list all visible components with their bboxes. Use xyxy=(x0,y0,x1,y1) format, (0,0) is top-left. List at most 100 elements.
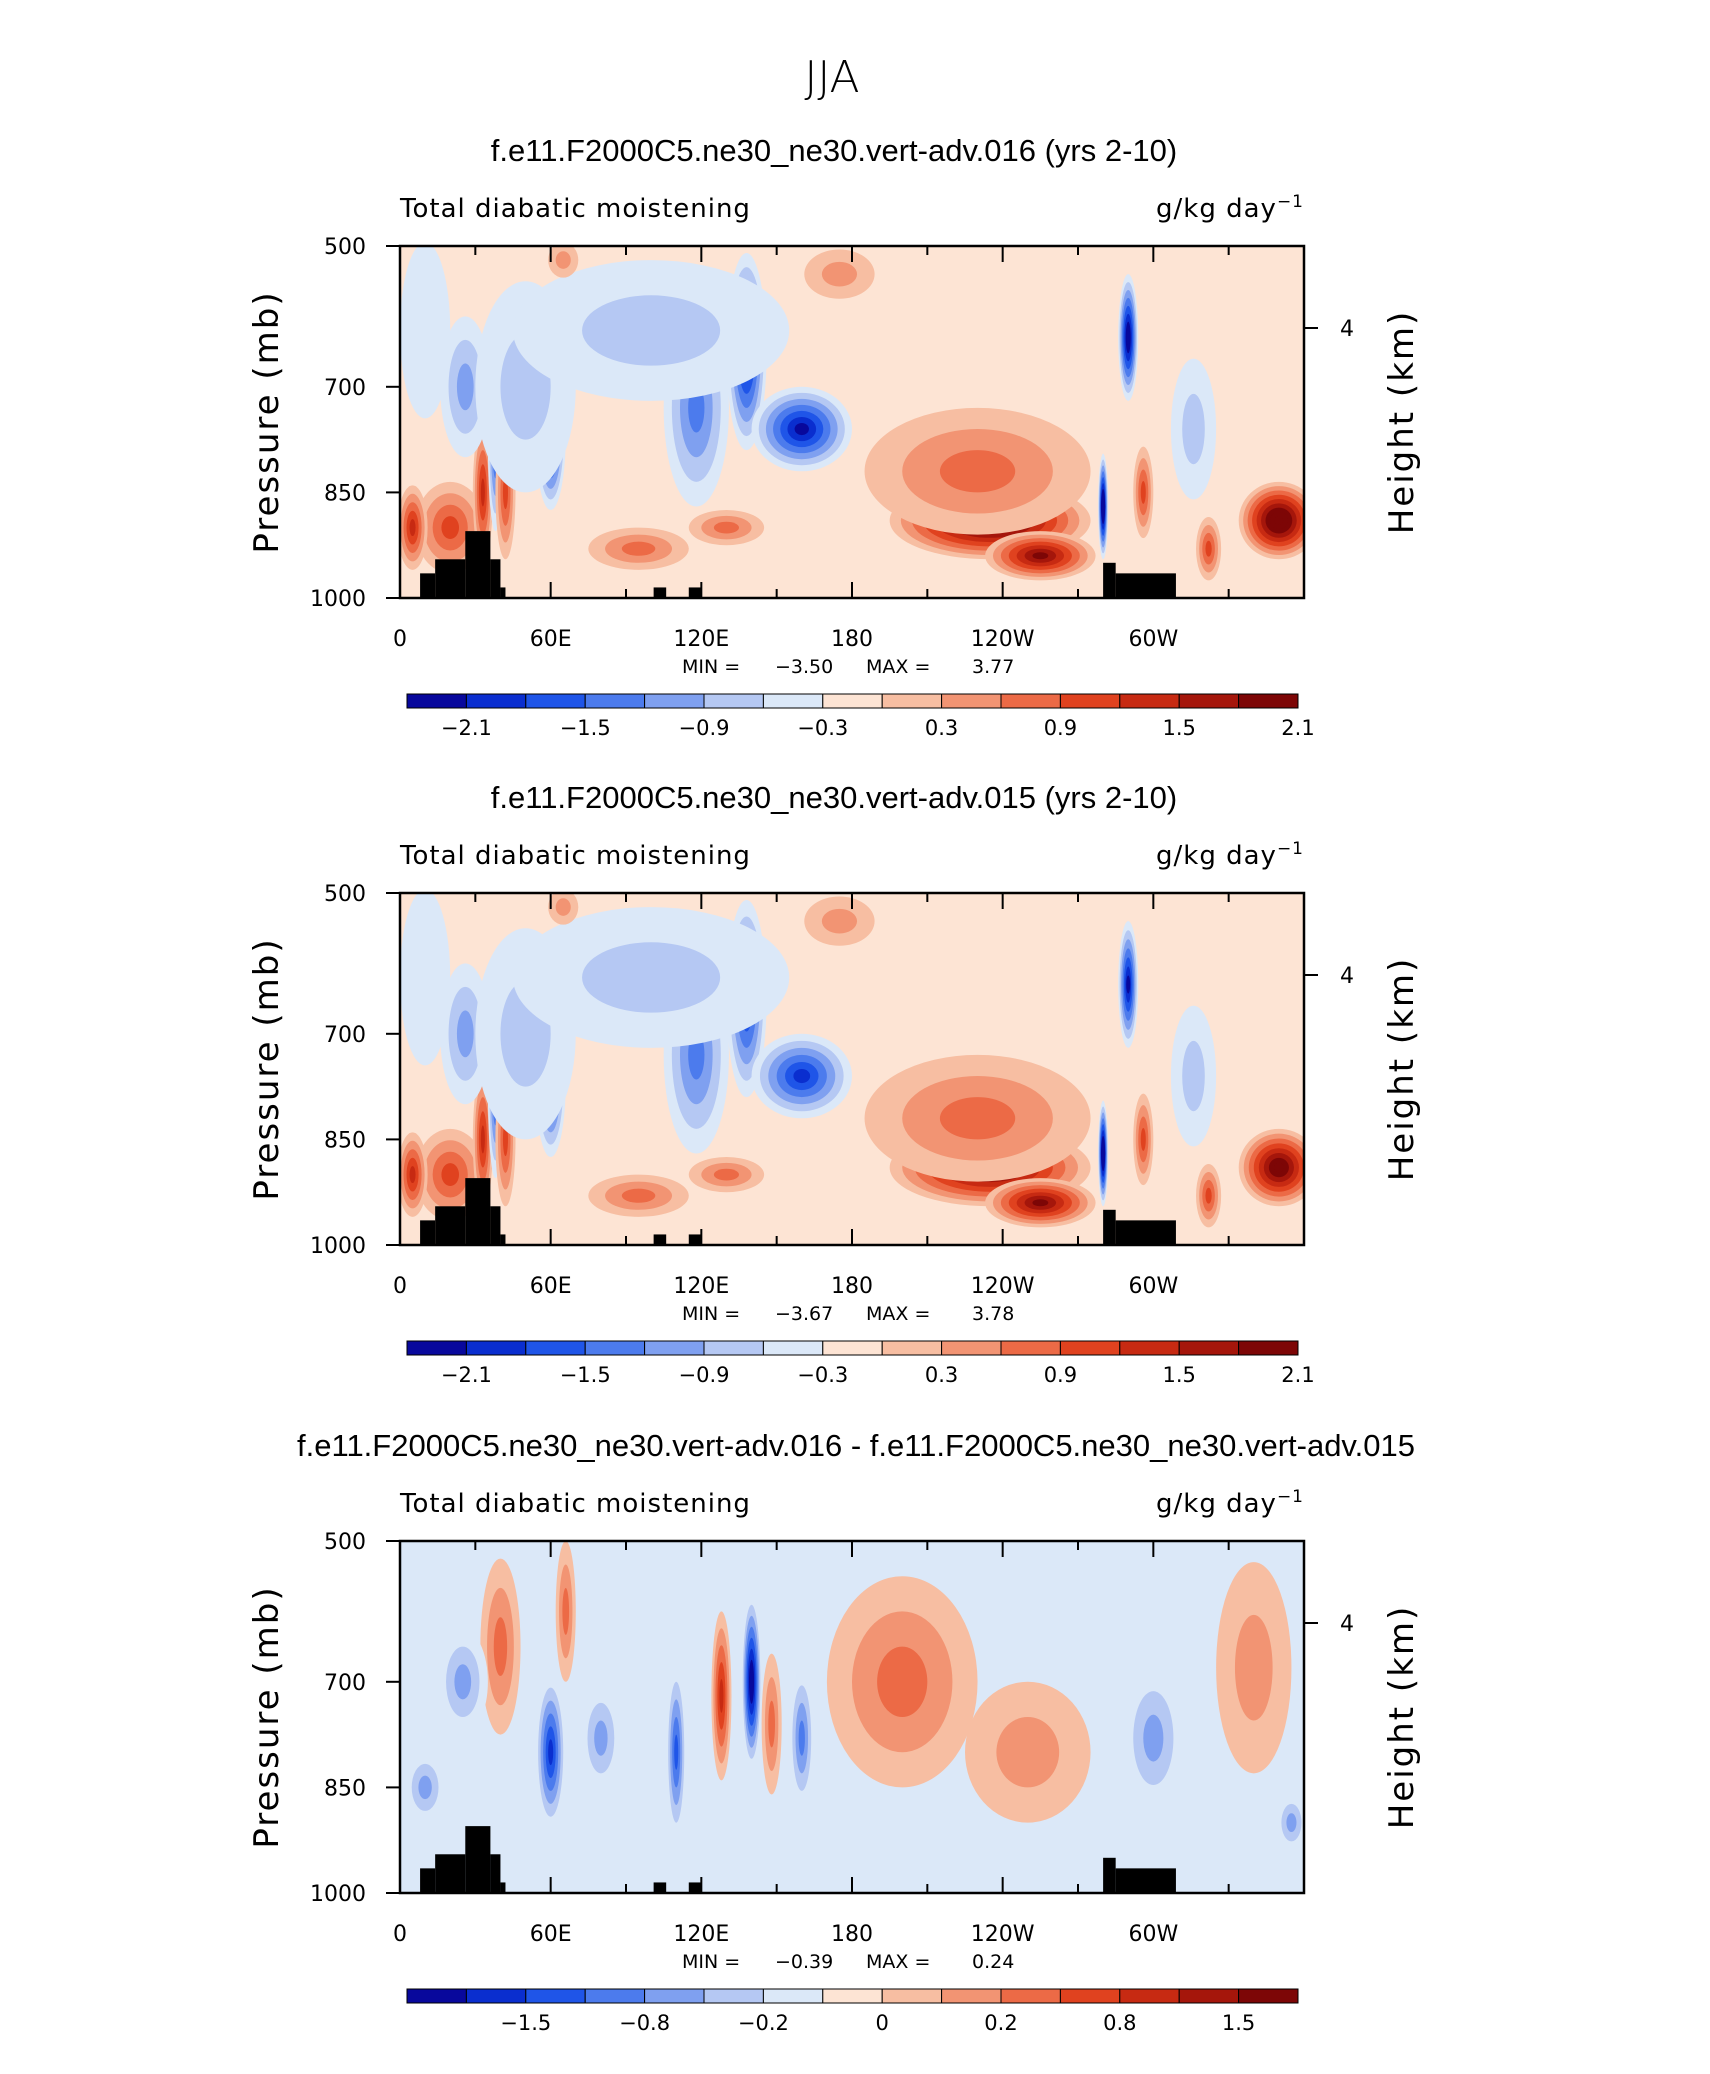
min-value: −3.67 xyxy=(775,1303,833,1325)
colorbar-label: 1.5 xyxy=(1162,716,1195,740)
x-tick-label: 0 xyxy=(393,1922,407,1947)
colorbar-swatch xyxy=(1238,1340,1299,1356)
panel-2: f.e11.F2000C5.ne30_ne30.vert-adv.015 (yr… xyxy=(247,780,1422,1387)
field-feature xyxy=(400,485,428,570)
field xyxy=(405,1541,1304,1851)
contour-level xyxy=(456,363,474,411)
x-tick-label: 120E xyxy=(673,1922,729,1947)
colorbar-swatch xyxy=(822,1340,883,1356)
field-feature xyxy=(864,407,1091,535)
topography-mask xyxy=(420,1178,1176,1245)
colorbar-label: −0.2 xyxy=(738,2011,789,2035)
y-axis-right-label: Height (km) xyxy=(1382,310,1422,535)
x-tick-label: 180 xyxy=(831,1922,873,1947)
colorbar-label: 2.1 xyxy=(1281,1363,1314,1387)
field-feature xyxy=(1238,481,1304,560)
colorbar-swatch xyxy=(644,1340,705,1356)
colorbar-label: −1.5 xyxy=(560,716,611,740)
contour-level xyxy=(441,516,460,540)
contour-level xyxy=(794,423,809,436)
contour-level xyxy=(454,1664,472,1700)
contour-level xyxy=(1273,1162,1284,1173)
contour-level xyxy=(1205,540,1212,557)
y-tick-label: 850 xyxy=(324,481,366,506)
units-label: g/kg day−1 xyxy=(1156,1487,1304,1519)
colorbar-swatch xyxy=(406,1988,467,2004)
contour-level xyxy=(1140,1127,1146,1151)
contour-level xyxy=(821,908,858,934)
field-feature xyxy=(513,260,790,401)
colorbar-label: 1.5 xyxy=(1222,2011,1255,2035)
colorbar-swatch xyxy=(1178,1340,1240,1356)
colorbar-label: 0.3 xyxy=(925,716,958,740)
field-feature xyxy=(1098,453,1109,560)
max-value: 3.78 xyxy=(972,1303,1014,1325)
field-feature xyxy=(985,531,1096,581)
contour-level xyxy=(555,251,571,269)
colorbar-swatch xyxy=(1119,1340,1180,1356)
topography-block xyxy=(1115,1220,1176,1245)
colorbar: −1.5 −0.8 −0.2 0 0.2 0.8 1.5 xyxy=(406,1988,1299,2035)
x-tick-label: 120W xyxy=(971,627,1035,652)
y-tick-label: 700 xyxy=(324,1671,366,1696)
x-tick-label: 120E xyxy=(673,1274,729,1299)
colorbar-swatch xyxy=(822,693,883,709)
contour-level xyxy=(400,246,451,419)
contour-level xyxy=(1032,552,1049,560)
min-value: −3.50 xyxy=(775,656,833,678)
topography-block xyxy=(435,559,466,598)
contour-level xyxy=(877,1646,928,1718)
y-axis-label: Pressure (mb) xyxy=(247,290,287,553)
colorbar-swatch xyxy=(703,1340,764,1356)
y-tick-label: 500 xyxy=(324,1530,366,1555)
contour-level xyxy=(674,1734,679,1770)
field-feature xyxy=(688,1157,765,1193)
colorbar-label: −0.8 xyxy=(619,2011,670,2035)
y-tick-label: 1000 xyxy=(310,587,366,612)
contour-level xyxy=(562,1587,570,1635)
colorbar-swatch xyxy=(1059,1340,1121,1356)
topography-block xyxy=(420,1868,436,1893)
y-tick-label: 500 xyxy=(324,882,366,907)
colorbar-label: −1.5 xyxy=(560,1363,611,1387)
contour-level xyxy=(793,1069,811,1084)
contour-level xyxy=(1143,1714,1164,1762)
y-axis-right-label: Height (km) xyxy=(1382,957,1422,1182)
contour-level xyxy=(1286,1813,1297,1832)
units-exponent: −1 xyxy=(1277,1487,1304,1507)
field-feature xyxy=(804,249,875,299)
x-tick-label: 60W xyxy=(1128,1922,1178,1947)
y-tick-label: 1000 xyxy=(310,1882,366,1907)
max-label: MAX = xyxy=(866,656,930,678)
colorbar-swatch xyxy=(762,1340,824,1356)
field-feature xyxy=(1170,358,1217,500)
units-label: g/kg day−1 xyxy=(1156,192,1304,224)
field-feature xyxy=(400,893,451,1066)
colorbar-swatch xyxy=(584,693,646,709)
field-feature xyxy=(751,386,852,472)
max-value: 3.77 xyxy=(972,656,1014,678)
x-tick-label: 0 xyxy=(393,627,407,652)
colorbar-swatch xyxy=(762,693,824,709)
field-feature xyxy=(1123,1667,1184,1809)
topography-block xyxy=(688,1882,702,1893)
colorbar-label: −2.1 xyxy=(441,1363,492,1387)
contour-level xyxy=(493,1617,508,1676)
y-right-tick-label: 4 xyxy=(1340,317,1354,342)
topography-block xyxy=(1103,1209,1116,1245)
field-feature xyxy=(1196,517,1222,581)
field-feature xyxy=(472,1069,493,1210)
field-feature xyxy=(405,1752,446,1823)
contour-level xyxy=(1101,1147,1106,1160)
contour-level xyxy=(1205,1187,1212,1204)
colorbar-swatch xyxy=(584,1988,646,2004)
contour-level xyxy=(996,1717,1060,1788)
y-tick-label: 1000 xyxy=(310,1234,366,1259)
contour-level xyxy=(798,1720,805,1756)
colorbar-swatch xyxy=(525,693,586,709)
topography-block xyxy=(420,573,436,598)
topography-block xyxy=(500,587,506,598)
y-tick-label: 700 xyxy=(324,376,366,401)
colorbar: −2.1 −1.5 −0.9 −0.3 0.3 0.9 1.5 2.1 xyxy=(406,1340,1315,1387)
max-value: 0.24 xyxy=(972,1951,1014,1973)
